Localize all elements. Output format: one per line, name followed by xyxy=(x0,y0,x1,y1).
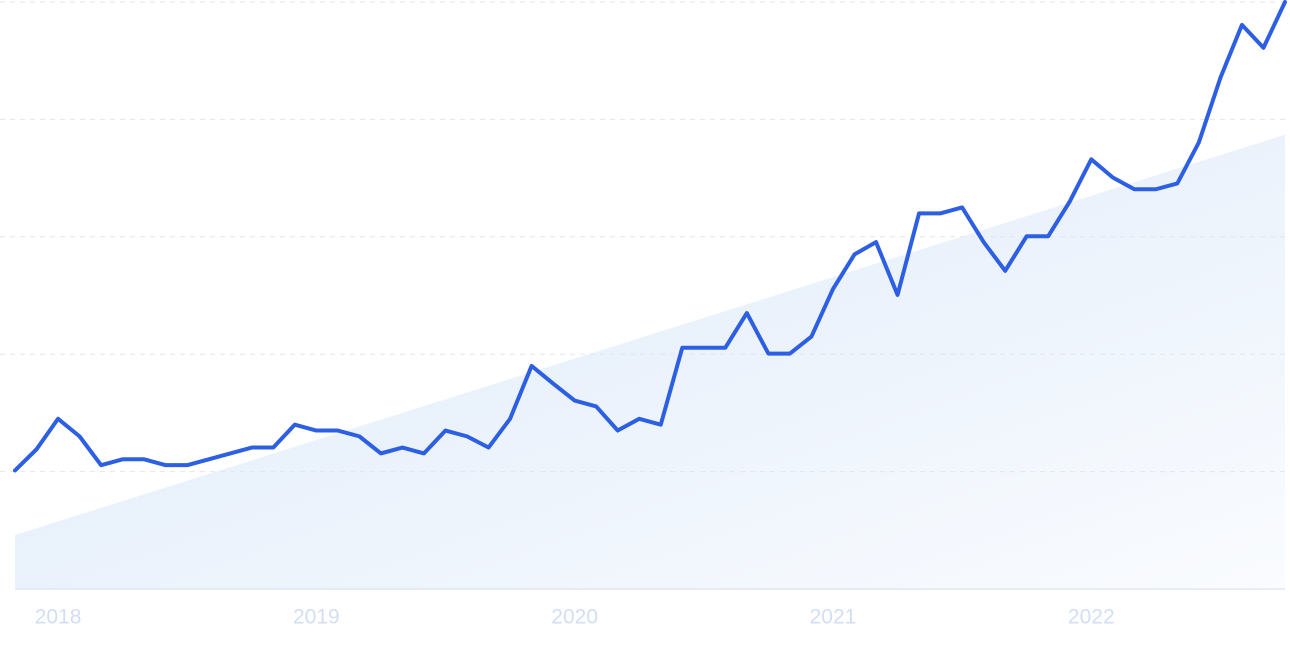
trend-line xyxy=(13,0,1287,473)
x-tick-label: 2018 xyxy=(35,606,82,629)
x-tick-label: 2020 xyxy=(551,606,598,629)
x-tick-label: 2021 xyxy=(810,606,857,629)
x-tick-label: 2022 xyxy=(1068,606,1115,629)
x-tick-label: 2019 xyxy=(293,606,340,629)
trend-area xyxy=(15,134,1285,590)
